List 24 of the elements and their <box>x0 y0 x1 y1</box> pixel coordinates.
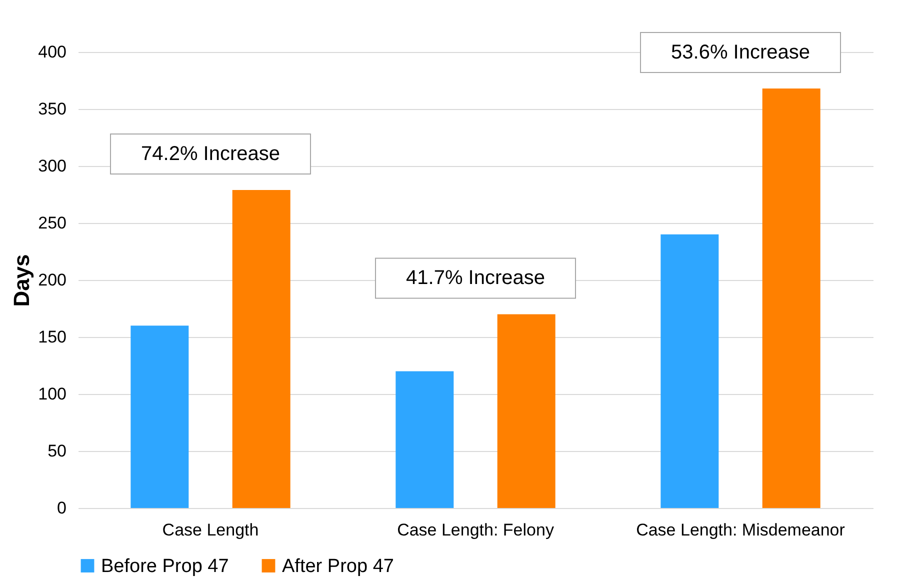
annotation: 41.7% Increase <box>406 267 545 290</box>
bar <box>396 371 454 508</box>
y-tick-label: 400 <box>38 42 66 62</box>
y-tick-label: 50 <box>48 442 66 460</box>
bar <box>232 190 290 508</box>
y-tick-label: 200 <box>38 270 66 290</box>
y-tick-label: 350 <box>38 100 66 118</box>
x-tick-label: Case Length <box>162 520 259 540</box>
legend-label: After Prop 47 <box>282 556 394 577</box>
bar <box>130 326 189 508</box>
x-tick-label: Case Length: Misdemeanor <box>636 520 846 540</box>
y-tick-label: 300 <box>38 156 66 176</box>
bar <box>497 314 556 508</box>
y-tick-label: 100 <box>38 384 66 404</box>
y-tick-label: 150 <box>38 328 66 346</box>
y-tick-label: 250 <box>38 214 66 232</box>
annotation: 53.6% Increase <box>671 41 810 64</box>
legend-label: Before Prop 47 <box>101 556 229 577</box>
y-axis-title: Days <box>9 254 34 307</box>
bar <box>762 88 820 508</box>
annotation: 74.2% Increase <box>141 142 280 165</box>
y-tick-label: 0 <box>57 498 66 518</box>
bar <box>660 234 719 508</box>
x-tick-label: Case Length: Felony <box>397 520 554 540</box>
